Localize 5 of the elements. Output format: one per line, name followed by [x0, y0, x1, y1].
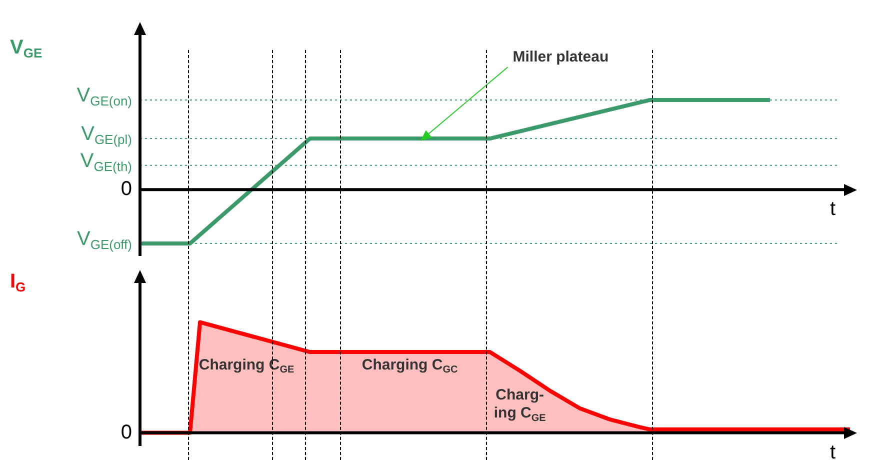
- ref-line-label: 0: [120, 421, 132, 444]
- x-axis-title: t: [830, 441, 836, 464]
- ref-line-label: 0: [120, 178, 132, 200]
- text: Miller plateau: [512, 48, 609, 66]
- x-axis-title: t: [830, 198, 836, 220]
